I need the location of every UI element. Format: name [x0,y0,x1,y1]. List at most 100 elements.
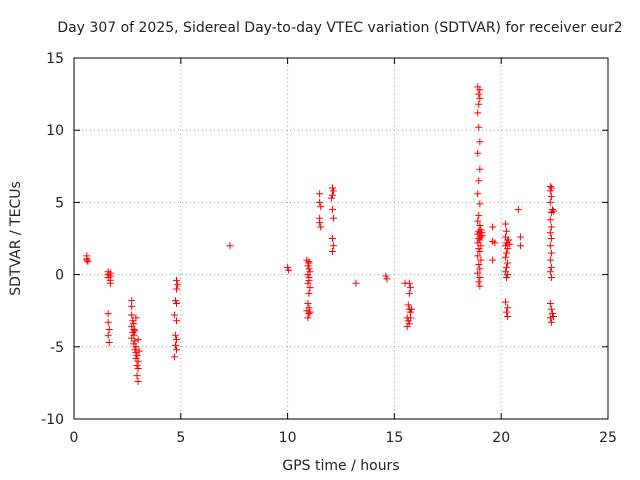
data-point [546,242,554,250]
data-point [476,165,484,173]
data-point [405,279,413,287]
tick-labels: 0 5 10 15 20 25 -10 -5 0 5 10 15 [41,51,617,446]
data-point [383,275,391,283]
data-point [328,247,336,255]
data-point [131,337,139,345]
data-point [547,249,555,257]
data-point [304,314,312,322]
data-point [475,211,483,219]
data-point [174,281,182,289]
data-point [171,297,179,305]
data-point [284,263,292,271]
data-point [104,310,112,318]
data-point [546,187,554,195]
y-tick-label: 5 [55,195,64,211]
data-point [476,282,484,290]
data-point [173,317,181,325]
data-point [133,351,141,359]
data-point [173,336,181,344]
data-point [476,273,484,281]
data-point [170,311,178,319]
data-point [546,314,554,322]
data-point [546,229,554,237]
axis-ticks [73,57,609,420]
data-point [478,232,486,240]
data-point [134,364,142,372]
data-point [170,353,178,361]
data-point [305,289,313,297]
data-point [548,206,556,214]
y-tick-label: 0 [55,268,64,284]
data-point [476,86,484,94]
data-point [475,90,483,98]
data-point [547,318,555,326]
data-point [106,279,114,287]
data-point [304,299,312,307]
data-point [504,304,512,312]
y-tick-label: 10 [46,123,64,139]
data-point [503,308,511,316]
x-tick-label: 15 [385,430,403,446]
data-point [476,222,484,230]
data-point [316,190,324,198]
data-point [474,239,482,247]
data-point [475,260,483,268]
data-point [547,235,555,242]
grid [74,58,608,419]
data-point [285,266,293,274]
data-point [475,100,483,108]
data-point [489,223,497,231]
data-point [104,331,112,339]
data-point [546,198,554,206]
data-point [475,177,483,185]
data-point [475,123,483,131]
data-point [475,227,483,235]
data-point [476,247,484,255]
data-point [328,191,336,199]
data-point [514,206,522,214]
data-point [328,206,336,214]
data-point [476,94,484,102]
chart-title: Day 307 of 2025, Sidereal Day-to-day VTE… [57,20,622,36]
data-point [171,341,179,349]
data-point [316,219,324,227]
data-point [352,279,360,287]
data-point [504,245,512,253]
data-point [476,265,484,273]
data-point [474,252,482,260]
data-point [84,258,92,266]
data-point [503,263,511,271]
data-point [173,276,181,284]
data-point [135,347,143,355]
data-point [104,318,112,326]
data-point [491,239,499,247]
data-point [328,184,336,192]
data-point [546,256,554,264]
data-point [489,256,497,264]
data-point [131,346,139,354]
data-point [173,299,181,307]
data-point [173,346,181,354]
data-point [501,253,509,261]
data-point [404,301,412,309]
data-point [504,259,512,267]
y-tick-label: -10 [41,412,64,428]
x-tick-label: 25 [599,430,617,446]
data-point [476,200,484,208]
data-point [134,357,142,365]
data-point [503,227,511,235]
data-point [105,325,113,333]
data-point [516,242,524,250]
y-tick-label: 15 [46,51,64,67]
data-point [306,284,314,292]
data-points [83,83,558,385]
plot-frame [73,57,609,420]
data-point [330,242,338,250]
x-tick-label: 10 [279,430,297,446]
data-point [504,271,512,279]
data-point [506,240,514,248]
data-point [474,217,482,225]
data-point [547,263,555,271]
data-point [547,273,555,281]
